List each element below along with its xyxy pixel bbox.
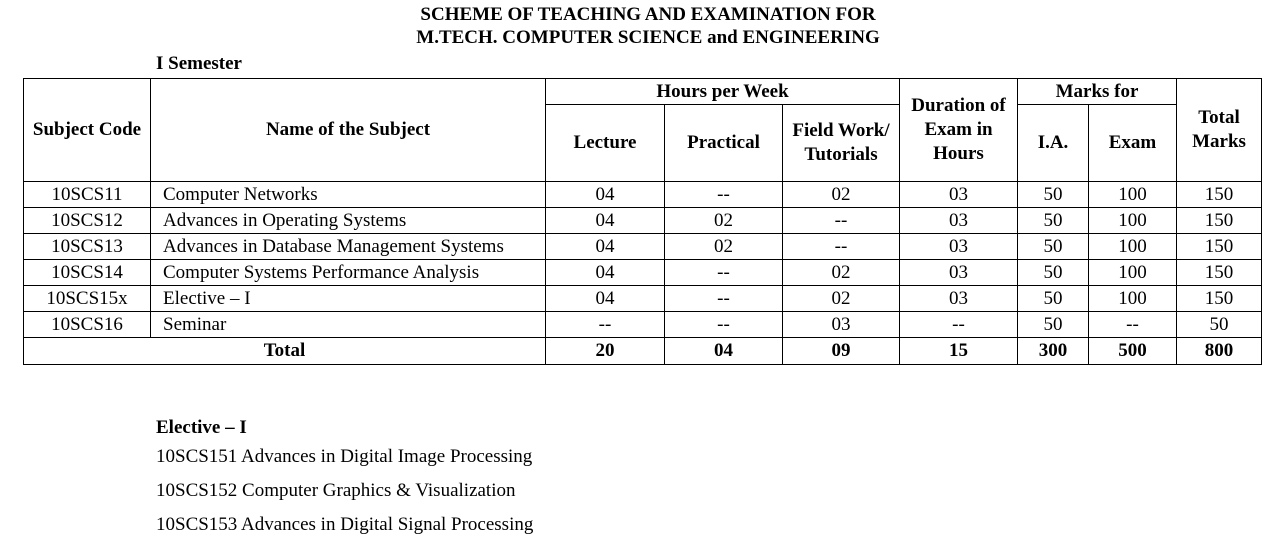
document-title-line1: SCHEME OF TEACHING AND EXAMINATION FOR — [420, 4, 876, 25]
header-duration: Duration of Exam in Hours — [899, 78, 1018, 182]
table-cell: 02 — [664, 207, 783, 234]
subject-code: 10SCS11 — [23, 181, 151, 208]
table-cell: -- — [664, 181, 783, 208]
table-row: 10SCS14 Computer Systems Performance Anal… — [23, 259, 1262, 286]
subject-code: 10SCS13 — [23, 233, 151, 260]
header-field-work: Field Work/ Tutorials — [782, 104, 900, 182]
total-cell: 300 — [1017, 337, 1089, 365]
table-row: 10SCS11 Computer Networks 04 -- 02 03 50 100 150 — [23, 181, 1262, 208]
table-cell: -- — [545, 311, 665, 338]
table-cell: 100 — [1088, 285, 1177, 312]
table-cell: 150 — [1176, 285, 1262, 312]
subject-name: Advances in Database Management Systems — [150, 233, 546, 260]
header-lecture: Lecture — [545, 104, 665, 182]
table-cell: 02 — [664, 233, 783, 260]
total-cell: 15 — [899, 337, 1018, 365]
table-cell: 100 — [1088, 181, 1177, 208]
subject-name: Computer Systems Performance Analysis — [150, 259, 546, 286]
table-cell: 100 — [1088, 233, 1177, 260]
elective-list: Elective – I 10SCS151 Advances in Digita… — [156, 416, 533, 542]
table-cell: -- — [782, 233, 900, 260]
total-cell: 20 — [545, 337, 665, 365]
total-cell: 800 — [1176, 337, 1262, 365]
subject-code: 10SCS15x — [23, 285, 151, 312]
table-cell: 02 — [782, 259, 900, 286]
table-row: 10SCS16 Seminar -- -- 03 -- 50 -- 50 — [23, 311, 1262, 338]
subject-name: Elective – I — [150, 285, 546, 312]
header-subject-name: Name of the Subject — [150, 78, 546, 182]
subject-name: Advances in Operating Systems — [150, 207, 546, 234]
semester-label: I Semester — [156, 53, 242, 74]
table-cell: 04 — [545, 259, 665, 286]
table-cell: 03 — [899, 285, 1018, 312]
table-cell: -- — [782, 207, 900, 234]
table-cell: -- — [664, 259, 783, 286]
table-cell: 100 — [1088, 259, 1177, 286]
table-cell: 150 — [1176, 207, 1262, 234]
table-cell: 50 — [1017, 181, 1089, 208]
total-cell: 500 — [1088, 337, 1177, 365]
elective-item: 10SCS153 Advances in Digital Signal Proc… — [156, 514, 534, 535]
elective-item: 10SCS151 Advances in Digital Image Proce… — [156, 446, 533, 467]
header-ia: I.A. — [1017, 104, 1089, 182]
total-row: Total 20 04 09 15 300 500 800 — [23, 337, 1262, 365]
subject-code: 10SCS12 — [23, 207, 151, 234]
header-practical: Practical — [664, 104, 783, 182]
table-cell: -- — [1088, 311, 1177, 338]
total-cell: 04 — [664, 337, 783, 365]
table-cell: 04 — [545, 207, 665, 234]
table-cell: 50 — [1017, 285, 1089, 312]
table-cell: 04 — [545, 181, 665, 208]
header-subject-code: Subject Code — [23, 78, 151, 182]
table-cell: 02 — [782, 285, 900, 312]
table-cell: 03 — [899, 207, 1018, 234]
table-row: 10SCS12 Advances in Operating Systems 04 02… — [23, 207, 1262, 234]
table-cell: 150 — [1176, 233, 1262, 260]
table-cell: 02 — [782, 181, 900, 208]
table-cell: 03 — [782, 311, 900, 338]
subject-code: 10SCS14 — [23, 259, 151, 286]
table-cell: 03 — [899, 181, 1018, 208]
subject-code: 10SCS16 — [23, 311, 151, 338]
elective-heading: Elective – I — [156, 417, 247, 438]
header-hours-per-week: Hours per Week — [545, 78, 900, 105]
table-cell: 50 — [1017, 311, 1089, 338]
table-cell: 04 — [545, 233, 665, 260]
table-row: 10SCS13 Advances in Database Management S… — [23, 233, 1262, 260]
header-exam: Exam — [1088, 104, 1177, 182]
table-cell: 150 — [1176, 181, 1262, 208]
table-cell: 100 — [1088, 207, 1177, 234]
table-cell: 50 — [1017, 207, 1089, 234]
table-cell: -- — [664, 311, 783, 338]
table-cell: -- — [899, 311, 1018, 338]
subject-name: Computer Networks — [150, 181, 546, 208]
table-cell: 04 — [545, 285, 665, 312]
table-cell: 50 — [1176, 311, 1262, 338]
table-cell: -- — [664, 285, 783, 312]
elective-item: 10SCS152 Computer Graphics & Visualizati… — [156, 480, 516, 501]
header-total-marks: Total Marks — [1176, 78, 1262, 182]
table-cell: 03 — [899, 233, 1018, 260]
table-cell: 50 — [1017, 233, 1089, 260]
total-cell: 09 — [782, 337, 900, 365]
document-title-line2: M.TECH. COMPUTER SCIENCE and ENGINEERING — [416, 27, 880, 48]
scheme-table: Subject Code Name of the Subject Hours p… — [23, 78, 1262, 365]
subject-name: Seminar — [150, 311, 546, 338]
header-marks-for: Marks for — [1017, 78, 1177, 105]
total-label: Total — [23, 337, 546, 365]
table-row: 10SCS15x Elective – I 04 -- 02 03 50 100 150 — [23, 285, 1262, 312]
table-cell: 50 — [1017, 259, 1089, 286]
table-cell: 150 — [1176, 259, 1262, 286]
table-cell: 03 — [899, 259, 1018, 286]
